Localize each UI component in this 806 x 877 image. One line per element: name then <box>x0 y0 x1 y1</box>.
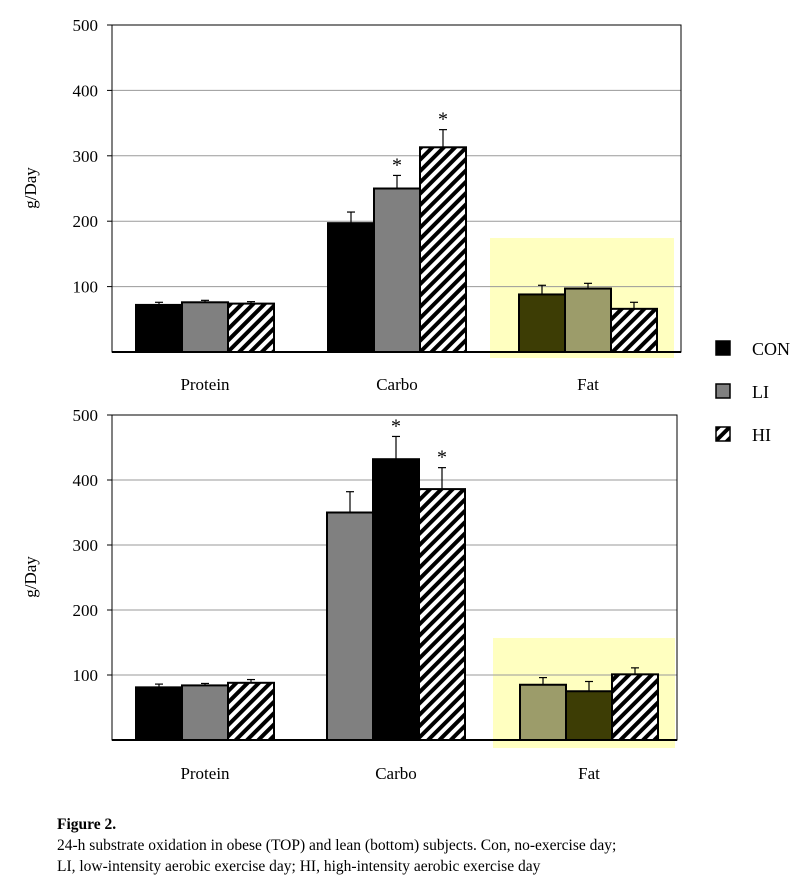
legend-swatch-con <box>715 340 731 356</box>
significance-star: * <box>437 447 447 469</box>
bar-li-fat <box>565 690 613 741</box>
bar-con-fat <box>519 683 567 741</box>
caption-line-2: LI, low-intensity aerobic exercise day; … <box>57 858 541 875</box>
bar-con-fat <box>518 293 566 353</box>
legend-label-con: CON <box>752 339 790 359</box>
legend-swatch-li <box>715 383 731 399</box>
top-chart: 100 200 300 400 500 g/Day Protein * * Carbo Fat <box>21 16 682 394</box>
bar-con-protein <box>135 303 183 353</box>
bar-hi-carbo <box>418 488 466 741</box>
y-tick-label: 100 <box>73 666 99 685</box>
bar-hi-fat <box>611 673 659 741</box>
category-label-protein: Protein <box>180 375 230 394</box>
category-label-carbo: Carbo <box>376 375 418 394</box>
bar-con-carbo <box>326 511 374 741</box>
y-tick-label: 500 <box>73 16 99 35</box>
bar-li-protein <box>181 301 229 353</box>
bar-li-carbo <box>373 187 421 353</box>
y-tick-label: 400 <box>73 81 99 100</box>
bar-con-protein <box>135 686 183 741</box>
figure-caption: Figure 2. 24-h substrate oxidation in ob… <box>57 814 797 877</box>
category-label-protein: Protein <box>180 764 230 783</box>
significance-star: * <box>438 109 448 131</box>
y-tick-label: 500 <box>73 406 99 425</box>
caption-title: Figure 2. <box>57 816 117 833</box>
significance-star: * <box>391 415 401 437</box>
bar-hi-carbo <box>419 146 467 353</box>
significance-star: * <box>392 154 402 176</box>
y-tick-label: 200 <box>73 212 99 231</box>
legend-swatch-hi <box>715 426 731 442</box>
y-tick-label: 300 <box>73 147 99 166</box>
bar-li-fat <box>564 287 612 354</box>
legend-label-hi: HI <box>752 425 771 445</box>
bar-li-protein <box>181 684 229 742</box>
bar-hi-protein <box>227 302 275 354</box>
y-tick-label: 100 <box>73 278 99 297</box>
category-label-carbo: Carbo <box>375 764 417 783</box>
caption-line-1: 24-h substrate oxidation in obese (TOP) … <box>57 837 617 854</box>
figure-canvas: 100 200 300 400 500 g/Day Protein * * Carbo Fat 10… <box>21 16 790 783</box>
bar-hi-fat <box>610 307 658 353</box>
bottom-chart: 100 200 300 400 500 g/Day Protein * * Carbo Fat <box>21 406 678 783</box>
y-tick-label: 200 <box>73 601 99 620</box>
y-tick-label: 300 <box>73 536 99 555</box>
bar-li-carbo <box>372 458 420 741</box>
bar-con-carbo <box>327 222 375 353</box>
y-axis-label: g/Day <box>21 556 40 598</box>
legend: CON LI HI <box>715 339 790 445</box>
legend-label-li: LI <box>752 382 769 402</box>
category-label-fat: Fat <box>578 764 600 783</box>
category-label-fat: Fat <box>577 375 599 394</box>
bar-hi-protein <box>227 681 275 741</box>
y-axis-label: g/Day <box>21 167 40 209</box>
y-tick-label: 400 <box>73 471 99 490</box>
